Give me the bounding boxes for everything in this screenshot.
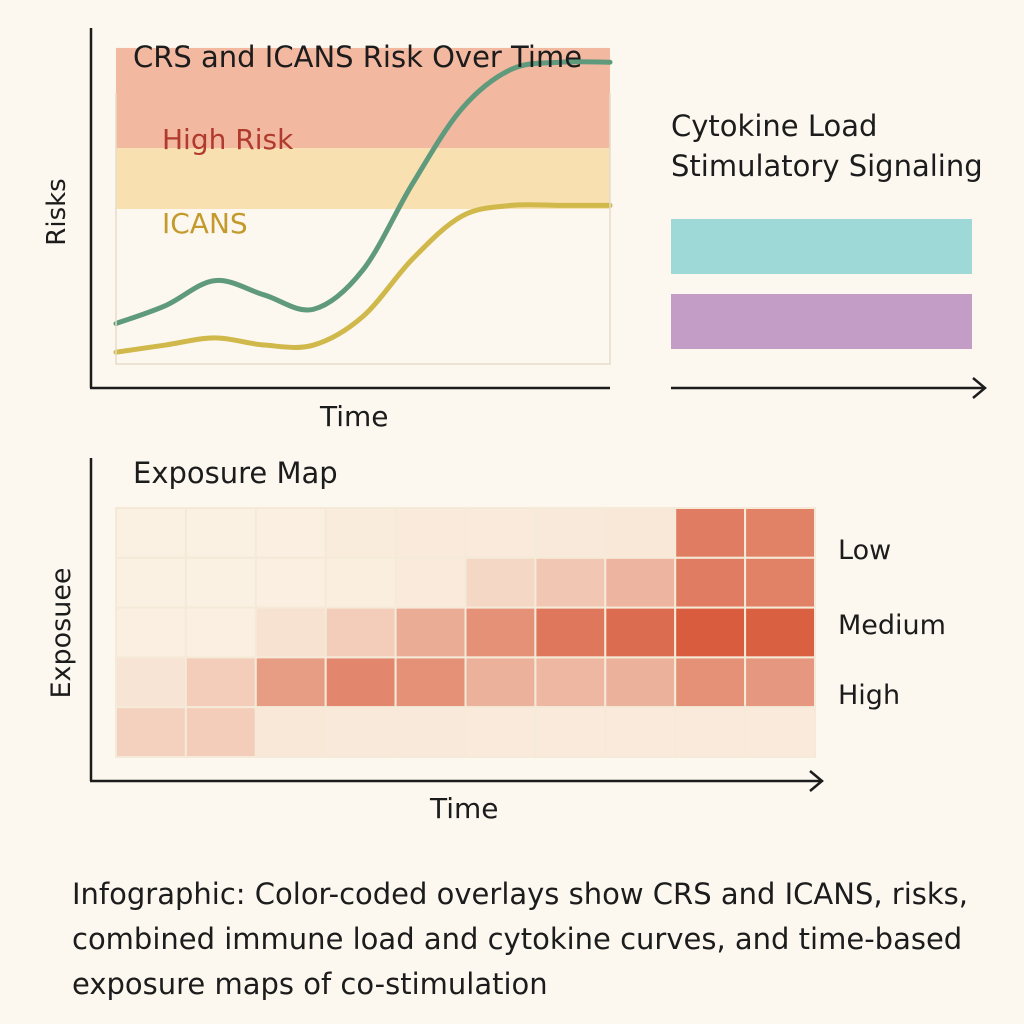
heatmap-cell [534, 656, 607, 709]
heatmap-cell [604, 656, 677, 709]
risk-y-axis-label: Risks [42, 178, 72, 246]
exposure-map-title: Exposure Map [133, 456, 338, 490]
heatmap-cell [464, 606, 537, 659]
level-label-low: Low [838, 535, 892, 566]
heatmap-cell [115, 656, 187, 709]
exposure-arrow-head-icon [809, 770, 824, 792]
side-panel-title: Cytokine Load Stimulatory Signaling [671, 106, 983, 186]
heatmap-cell [254, 706, 327, 759]
heatmap-cell [324, 507, 397, 559]
level-label-medium: Medium [838, 610, 946, 641]
side-arrow-head-icon [972, 377, 987, 399]
heatmap-cell [394, 656, 467, 709]
heatmap-cell [604, 706, 677, 759]
heatmap-cell [604, 507, 677, 559]
heatmap-cell [464, 556, 537, 609]
cytokine-load-bar [671, 219, 972, 274]
heatmap-cell [674, 556, 747, 609]
heatmap-cell [464, 656, 537, 709]
heatmap-cell [394, 606, 467, 659]
heatmap-cell [115, 606, 187, 659]
heatmap-cell [184, 706, 257, 759]
series-line-yellow [113, 202, 613, 355]
heatmap-cell [464, 706, 537, 759]
heatmap-cell [394, 507, 467, 559]
heatmap-cell [324, 556, 397, 609]
heatmap-cell [324, 656, 397, 709]
heatmap-cell [184, 507, 257, 559]
heatmap-cell [184, 656, 257, 709]
series-line-green [113, 59, 613, 327]
heatmap-cell [744, 507, 816, 559]
heatmap-cell [254, 507, 327, 559]
heatmap-cell [604, 606, 677, 659]
heatmap-cell [674, 656, 747, 709]
heatmap-cell [115, 507, 187, 559]
heatmap-cell [744, 706, 816, 759]
icans-label: ICANS [162, 207, 248, 240]
heatmap-cell [184, 556, 257, 609]
exposure-y-axis-label: Exposuee [46, 567, 77, 699]
heatmap-cell [534, 606, 607, 659]
heatmap-cell [115, 556, 187, 609]
heatmap-cell [324, 706, 397, 759]
heatmap-cell [184, 606, 257, 659]
heatmap-cell [254, 656, 327, 709]
icans-band [116, 148, 610, 209]
heatmap-cell [674, 606, 747, 659]
heatmap-cell [534, 556, 607, 609]
risk-chart-title: CRS and ICANS Risk Over Time [133, 40, 583, 74]
stimulatory-signaling-bar [671, 294, 972, 349]
heatmap-cell [674, 706, 747, 759]
risk-plot-frame [115, 93, 611, 365]
heatmap-cell [254, 556, 327, 609]
exposure-x-axis-label: Time [430, 792, 499, 825]
heatmap-cell [604, 556, 677, 609]
heatmap-cell [744, 656, 816, 709]
heatmap-cell [464, 507, 537, 559]
risk-x-axis-label: Time [320, 400, 389, 433]
heatmap-cell [324, 606, 397, 659]
heatmap-cell [674, 507, 747, 559]
heatmap-cell [254, 606, 327, 659]
side-title-line-2: Stimulatory Signaling [671, 149, 983, 183]
level-label-high: High [838, 680, 901, 711]
heatmap-cell [394, 706, 467, 759]
heatmap-cell [534, 706, 607, 759]
heatmap-cell [115, 706, 187, 759]
high-risk-label: High Risk [162, 123, 294, 156]
side-title-line-1: Cytokine Load [671, 109, 878, 143]
infographic-caption: Infographic: Color-coded overlays show C… [72, 877, 968, 1001]
heatmap-cell [394, 556, 467, 609]
heatmap-cell [744, 556, 816, 609]
heatmap-cell [744, 606, 816, 659]
heatmap-cell [534, 507, 607, 559]
